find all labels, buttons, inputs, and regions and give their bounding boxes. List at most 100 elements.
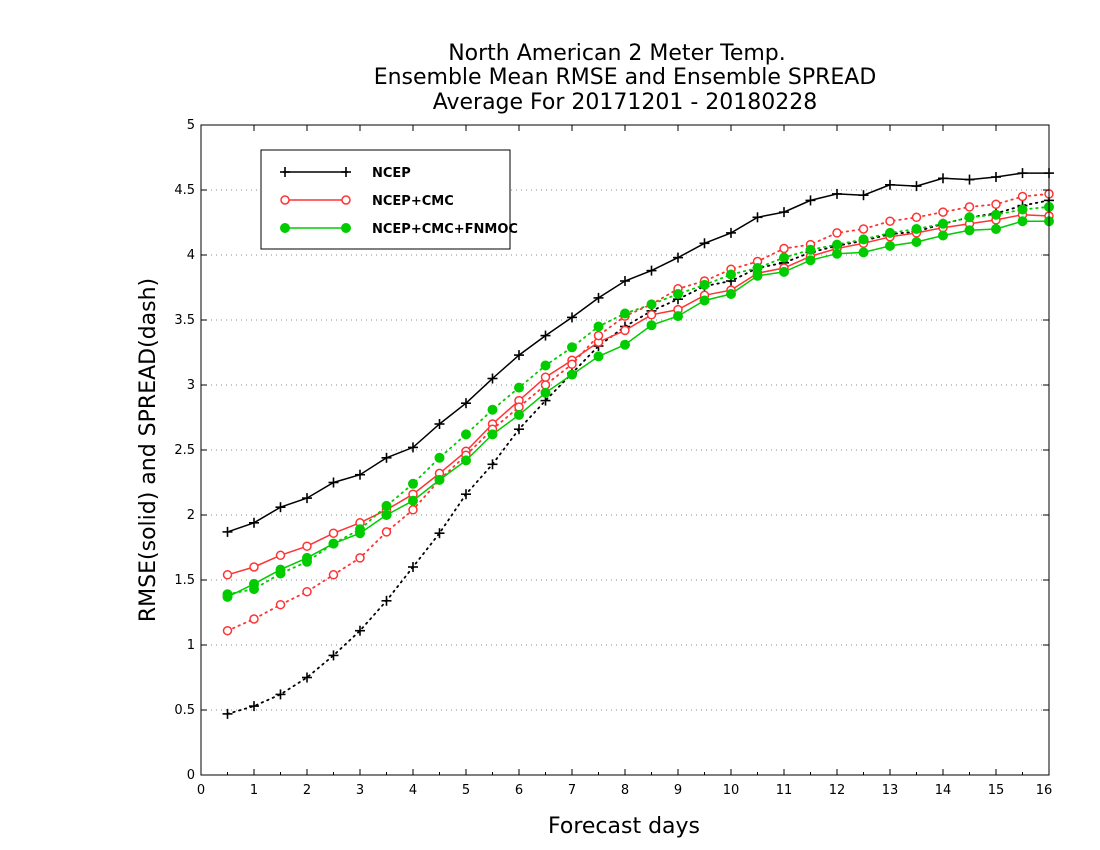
data-point	[487, 459, 498, 470]
data-point	[461, 489, 471, 500]
data-point	[328, 477, 339, 488]
data-point	[328, 538, 339, 549]
data-point	[911, 181, 922, 192]
data-point	[487, 373, 498, 384]
legend-label: NCEP+CMC+FNMOC	[372, 222, 518, 237]
data-point	[381, 595, 392, 606]
data-point	[355, 553, 365, 563]
plot-series	[222, 168, 1054, 719]
data-point	[408, 495, 418, 506]
data-point	[222, 570, 233, 580]
data-point	[222, 526, 233, 537]
data-point	[779, 243, 789, 254]
legend-label: NCEP	[372, 166, 411, 181]
x-axis-title: Forecast days	[548, 814, 700, 839]
data-point	[726, 269, 736, 280]
data-point	[885, 179, 895, 190]
data-point	[991, 199, 1001, 210]
data-point	[673, 311, 683, 322]
data-point	[461, 455, 471, 466]
y-tick-label: 1	[187, 638, 195, 653]
series-ncep-cmc-fnmoc-dotted	[222, 201, 1054, 600]
data-point	[1017, 204, 1028, 215]
data-point	[567, 342, 577, 353]
data-point	[275, 599, 286, 610]
x-tick-label: 14	[935, 783, 952, 798]
data-point	[328, 528, 339, 538]
series-ncep-cmc-fnmoc-solid	[222, 216, 1054, 602]
data-point	[699, 238, 710, 249]
gridlines	[201, 189, 1049, 711]
y-tick-label: 4.5	[174, 183, 195, 198]
data-point	[885, 216, 895, 226]
x-tick-label: 2	[303, 783, 311, 798]
data-point	[434, 528, 445, 539]
data-point	[938, 218, 948, 229]
data-point	[832, 188, 842, 199]
x-tick-label: 15	[988, 783, 1005, 798]
data-point	[514, 409, 524, 420]
data-point	[381, 452, 392, 463]
data-point	[540, 387, 551, 398]
data-point	[1017, 168, 1028, 179]
legend-entry: NCEP+CMC+FNMOC	[280, 222, 518, 237]
data-point	[540, 330, 551, 341]
data-point	[885, 227, 895, 238]
data-point	[858, 190, 869, 201]
series-ncep-cmc-solid	[222, 209, 1054, 580]
data-point	[726, 227, 736, 238]
x-tick-label: 3	[356, 783, 364, 798]
data-point	[646, 265, 657, 276]
y-tick-label: 3	[187, 378, 195, 393]
x-tick-label: 12	[829, 783, 846, 798]
y-tick-label: 3.5	[174, 313, 195, 328]
data-point	[222, 625, 233, 636]
data-point	[885, 240, 895, 251]
data-point	[328, 570, 339, 580]
y-tick-label: 4	[187, 248, 195, 263]
x-tick-label: 4	[409, 783, 417, 798]
data-point	[408, 562, 418, 572]
legend-entry: NCEP+CMC	[280, 194, 454, 209]
axis-ticks: 00.511.522.533.544.550 1 2 3 4 5 6 7 8 9 10 11 12 13 1…	[174, 118, 1052, 798]
legend-marker	[280, 195, 290, 205]
data-point	[567, 359, 577, 369]
x-tick-label: 7	[568, 783, 576, 798]
data-point	[858, 247, 869, 258]
data-point	[355, 625, 365, 636]
chart-title: North American 2 Meter Temp. Ensemble Me…	[374, 41, 877, 115]
data-point	[593, 292, 604, 303]
series-line	[226, 192, 1050, 632]
data-point	[964, 202, 975, 212]
data-point	[1017, 191, 1028, 202]
data-point	[646, 310, 657, 320]
data-point	[779, 207, 789, 218]
y-tick-label: 5	[187, 118, 195, 133]
legend: NCEP NCEP+CMC NCEP+CMC+FNMOC	[260, 149, 518, 250]
series-ncep-dotted	[222, 195, 1054, 719]
legend-marker	[341, 167, 351, 177]
data-point	[328, 650, 339, 661]
series-line	[227, 213, 1050, 576]
title-line-2: Ensemble Mean RMSE and Ensemble SPREAD	[374, 65, 877, 90]
data-point	[779, 266, 789, 277]
data-point	[408, 505, 418, 515]
data-point	[408, 442, 418, 453]
data-point	[911, 224, 922, 234]
x-tick-label: 0	[197, 783, 205, 798]
data-point	[540, 372, 551, 382]
data-point	[249, 517, 259, 528]
data-point	[752, 263, 763, 273]
data-point	[805, 244, 816, 255]
data-point	[302, 672, 312, 683]
data-point	[991, 209, 1001, 220]
data-point	[275, 550, 286, 561]
data-point	[673, 252, 683, 263]
data-point	[461, 398, 471, 409]
data-point	[832, 228, 842, 238]
series-line	[226, 199, 1050, 715]
data-point	[381, 510, 392, 520]
data-point	[487, 404, 498, 415]
x-tick-label: 6	[515, 783, 523, 798]
